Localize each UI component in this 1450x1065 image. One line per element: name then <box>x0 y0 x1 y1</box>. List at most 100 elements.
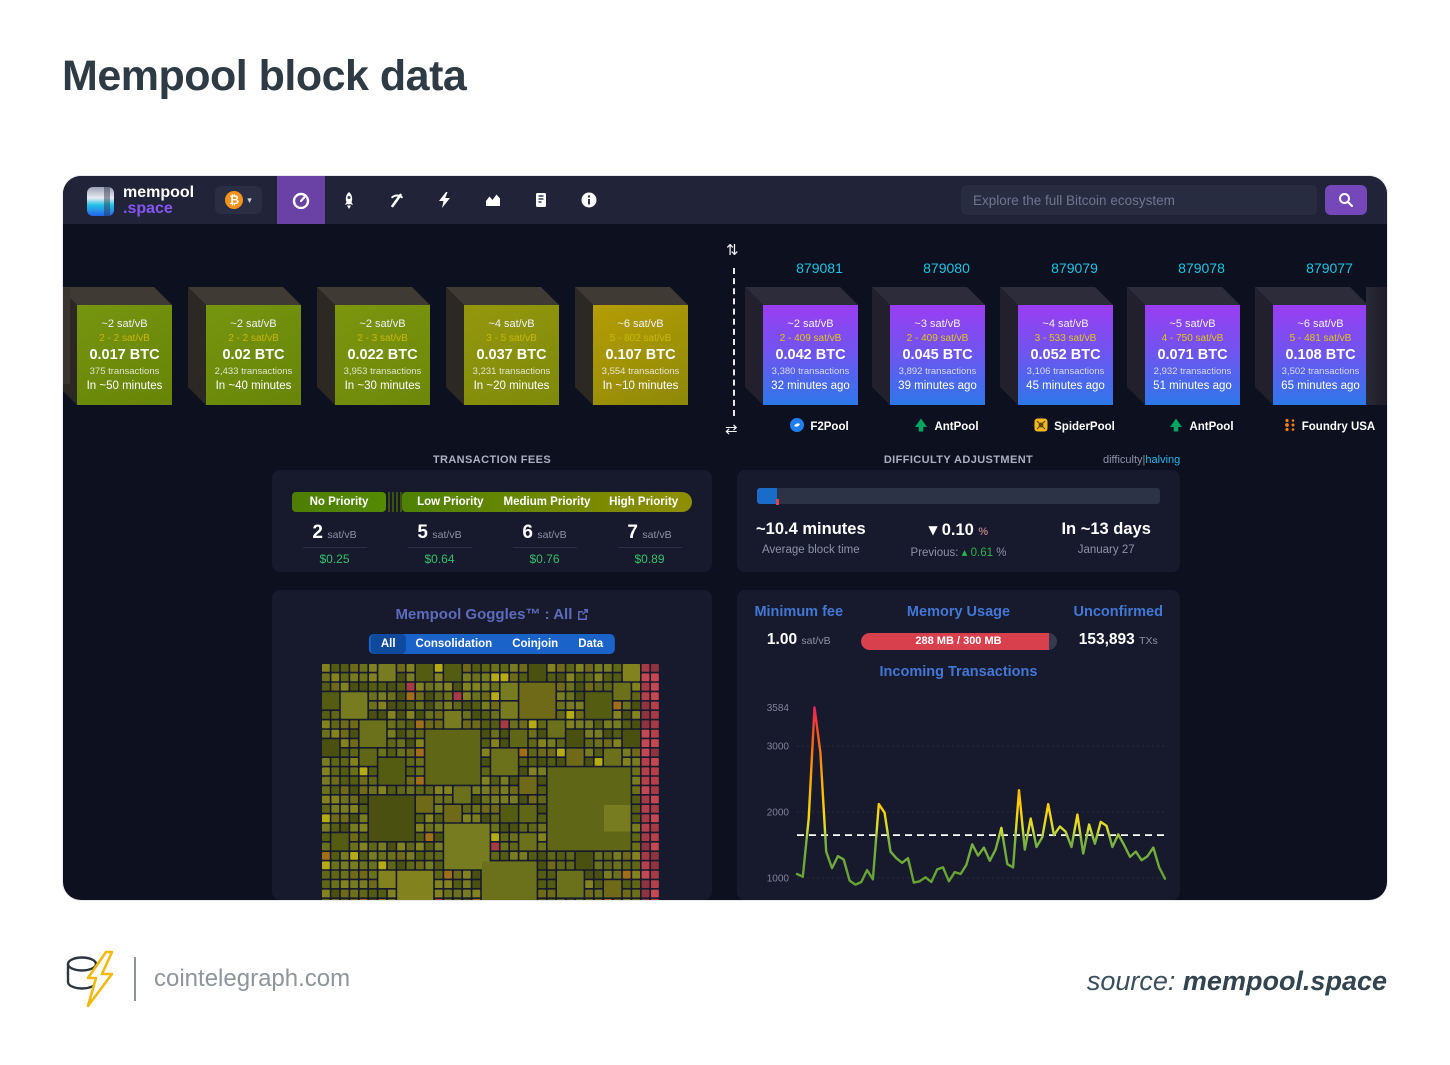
svg-text:1000: 1000 <box>767 874 790 885</box>
tx-count: 2,932 transactions <box>1153 366 1232 377</box>
mining-pool-link[interactable]: SpiderPool <box>1018 418 1131 435</box>
mined-block[interactable]: ~4 sat/vB 3 - 533 sat/vB 0.052 BTC 3,106 tr… <box>1000 287 1113 405</box>
fee-tier: 2 sat/vB $0.25 <box>282 522 387 566</box>
docs-book-icon <box>536 193 546 207</box>
mining-pool-link[interactable]: AntPool <box>890 418 1003 435</box>
total-btc: 0.107 BTC <box>605 347 676 363</box>
footer-site-name: cointelegraph.com <box>154 965 351 992</box>
nav-menu <box>277 176 613 224</box>
mining-pickaxe-icon <box>391 193 403 208</box>
median-fee: ~6 sat/vB <box>617 318 664 330</box>
fee-rate: 5 <box>417 522 428 543</box>
memory-usage-bar: 288 MB / 300 MB <box>860 633 1057 650</box>
about-info-icon <box>581 192 597 208</box>
mempool-logo[interactable]: mempool .space <box>87 185 194 217</box>
mining-pool-link[interactable]: Foundry USA <box>1273 418 1386 435</box>
block-time: In ~20 minutes <box>473 380 550 392</box>
difficulty-link[interactable]: difficulty <box>1103 454 1143 466</box>
fee-usd: $0.25 <box>319 552 350 566</box>
fee-usd: $0.89 <box>634 552 665 566</box>
antpool-pool-icon <box>914 418 928 435</box>
total-btc: 0.022 BTC <box>347 347 418 363</box>
tx-count: 3,106 transactions <box>1026 366 1105 377</box>
logo-text-bottom: .space <box>123 200 173 217</box>
mempool-treemap[interactable] <box>322 664 660 900</box>
fee-tier: 6 sat/vB $0.76 <box>492 522 597 566</box>
block-time: 32 minutes ago <box>771 380 850 392</box>
previous-label: Previous: <box>910 547 959 559</box>
mined-block[interactable]: ~2 sat/vB 2 - 409 sat/vB 0.042 BTC 3,380 tr… <box>745 287 858 405</box>
svg-text:3584: 3584 <box>767 703 790 714</box>
fee-tier: 7 sat/vB $0.89 <box>597 522 702 566</box>
previous-change-value: 0.61 <box>970 547 994 559</box>
goggles-tab-coinjoin[interactable]: Coinjoin <box>512 638 559 650</box>
f2pool-pool-icon <box>790 418 805 435</box>
block-time: 39 minutes ago <box>898 380 977 392</box>
currency-dropdown[interactable]: ₿ ▾ <box>215 186 262 214</box>
lightning-network-icon <box>439 192 450 208</box>
tx-count: 2,433 transactions <box>214 366 293 377</box>
source-site-name: mempool.space <box>1182 966 1387 996</box>
fee-pill-medium: Medium Priority <box>503 496 591 508</box>
mempool-block[interactable]: ~2 sat/vB 2 - 2 sat/vB 0.017 BTC 375 transa… <box>63 287 172 405</box>
tx-count: 3,231 transactions <box>472 366 551 377</box>
nav-item-graphs-chart[interactable] <box>469 176 517 224</box>
mined-block[interactable]: ~6 sat/vB 5 - 481 sat/vB 0.108 BTC 3,502 tr… <box>1255 287 1368 405</box>
retarget-date-label: January 27 <box>1077 544 1135 556</box>
nav-item-dashboard-gauge[interactable] <box>277 176 325 224</box>
svg-text:3000: 3000 <box>767 742 790 753</box>
svg-text:2000: 2000 <box>767 808 790 819</box>
block-time: In ~10 minutes <box>602 380 679 392</box>
search-area <box>961 185 1367 215</box>
goggles-tab-all[interactable]: All <box>370 634 406 654</box>
mined-block[interactable]: ~5 sat/vB 4 - 750 sat/vB 0.071 BTC 2,932 tr… <box>1127 287 1240 405</box>
block-height-link[interactable]: 879081 <box>796 260 843 276</box>
block-height-link[interactable]: 879079 <box>1051 260 1098 276</box>
change-arrow-icon: ▾ <box>928 521 938 539</box>
nav-item-lightning-network[interactable] <box>421 176 469 224</box>
mempool-block[interactable]: ~2 sat/vB 2 - 3 sat/vB 0.022 BTC 3,953 tran… <box>317 287 430 405</box>
block-height-link[interactable]: 879077 <box>1306 260 1353 276</box>
mined-block[interactable]: ~3 sat/vB 2 - 409 sat/vB 0.045 BTC 3,892 tr… <box>872 287 985 405</box>
fee-range: 2 - 409 sat/vB <box>779 333 842 344</box>
goggles-tab-data[interactable]: Data <box>578 638 604 650</box>
total-btc: 0.037 BTC <box>476 347 547 363</box>
block-time: In ~50 minutes <box>86 380 163 392</box>
average-block-time-value: ~10.4 minutes <box>756 520 866 538</box>
block-time: In ~40 minutes <box>215 380 292 392</box>
swap-direction-icon[interactable]: ⇄ <box>725 421 738 438</box>
mining-pool-link[interactable]: F2Pool <box>763 418 876 435</box>
block-height-link[interactable]: 879078 <box>1178 260 1225 276</box>
search-input[interactable] <box>961 185 1317 215</box>
nav-item-rocket-accelerator[interactable] <box>325 176 373 224</box>
difficulty-expected-tick <box>776 499 780 505</box>
median-fee: ~4 sat/vB <box>488 318 535 330</box>
goggles-tab-consolidation[interactable]: Consolidation <box>415 638 493 650</box>
sort-arrows-icon[interactable]: ⇅ <box>726 242 739 259</box>
goggles-tab-bar: All Consolidation Coinjoin Data <box>368 634 616 654</box>
total-btc: 0.108 BTC <box>1285 347 1356 363</box>
halving-link[interactable]: halving <box>1145 454 1181 466</box>
nav-item-mining-pickaxe[interactable] <box>373 176 421 224</box>
median-fee: ~6 sat/vB <box>1297 318 1344 330</box>
mining-pool-link[interactable]: AntPool <box>1145 418 1258 435</box>
nav-item-docs-book[interactable] <box>517 176 565 224</box>
fee-range: 4 - 750 sat/vB <box>1161 333 1224 344</box>
median-fee: ~3 sat/vB <box>914 318 961 330</box>
block-height-link[interactable]: 879080 <box>923 260 970 276</box>
memory-usage-value: 288 MB / 300 MB <box>915 635 1002 647</box>
mempool-block[interactable]: ~4 sat/vB 3 - 5 sat/vB 0.037 BTC 3,231 tran… <box>446 287 559 405</box>
mempool-logo-icon <box>87 186 114 216</box>
mempool-block[interactable]: ~6 sat/vB 5 - 802 sat/vB 0.107 BTC 3,554 tr… <box>575 287 688 405</box>
mempool-block[interactable]: ~2 sat/vB 2 - 2 sat/vB 0.02 BTC 2,433 trans… <box>188 287 301 405</box>
transaction-fees-card: No Priority Low Priority Medium Priority… <box>272 470 712 572</box>
tx-count: 3,953 transactions <box>343 366 422 377</box>
median-fee: ~5 sat/vB <box>1169 318 1216 330</box>
nav-item-about-info[interactable] <box>565 176 613 224</box>
logo-text-top: mempool <box>123 184 195 201</box>
rocket-accelerator-icon <box>345 192 353 209</box>
goggles-title-link[interactable]: Mempool Goggles™ : All <box>395 606 573 623</box>
search-button[interactable] <box>1325 185 1367 215</box>
fee-pill-separator <box>386 492 402 512</box>
